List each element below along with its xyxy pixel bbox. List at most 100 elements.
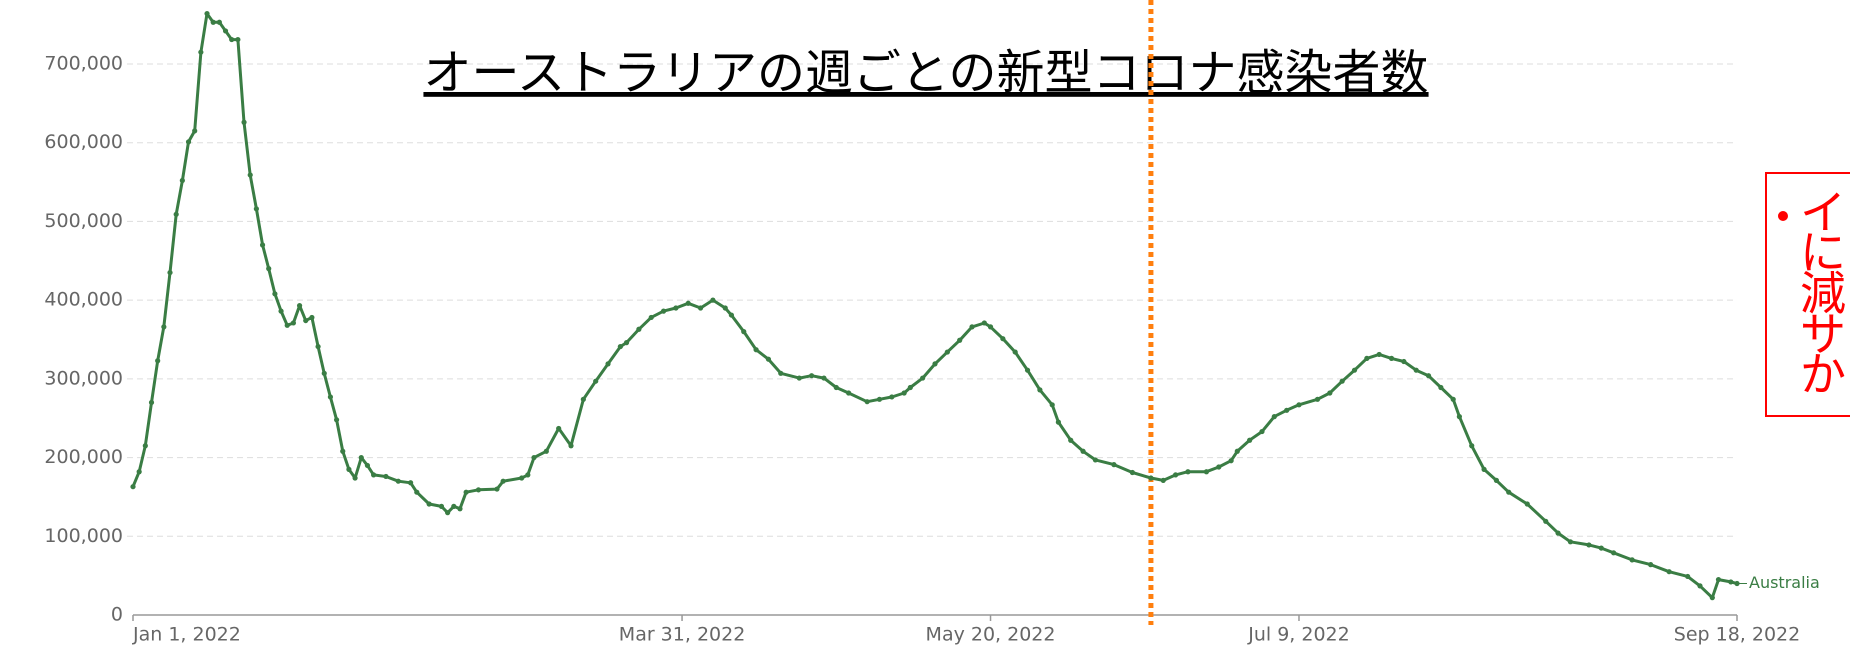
data-point xyxy=(1648,562,1654,568)
data-point xyxy=(809,373,815,379)
data-point xyxy=(445,510,451,516)
data-point xyxy=(1129,469,1136,476)
data-point xyxy=(556,425,562,432)
data-point xyxy=(821,375,827,381)
data-point xyxy=(697,305,704,311)
data-point xyxy=(907,384,913,391)
data-point xyxy=(901,390,907,396)
y-tick-label: 100,000 xyxy=(44,525,123,547)
data-point xyxy=(1203,469,1210,475)
data-point xyxy=(876,396,883,402)
data-point xyxy=(1259,428,1265,435)
y-tick-label: 200,000 xyxy=(44,446,123,468)
data-point xyxy=(1567,539,1574,545)
data-point xyxy=(1049,402,1055,408)
note-text: 減 xyxy=(1800,267,1846,321)
data-point xyxy=(216,19,222,25)
data-point xyxy=(1247,437,1253,443)
data-point xyxy=(1314,396,1321,402)
data-point xyxy=(568,443,574,449)
data-point xyxy=(167,269,173,276)
data-point xyxy=(303,317,309,324)
data-point xyxy=(1709,595,1715,601)
data-point xyxy=(130,484,136,490)
data-point xyxy=(340,448,346,454)
chart-title: オーストラリアの週ごとの新型コロナ感染者数 xyxy=(423,45,1428,101)
data-point xyxy=(395,478,401,484)
data-point xyxy=(1055,419,1061,425)
data-point xyxy=(1000,336,1006,342)
data-point xyxy=(1173,472,1179,478)
data-point xyxy=(765,356,772,362)
data-point xyxy=(1037,387,1043,393)
data-point xyxy=(148,399,155,406)
data-point xyxy=(1234,448,1240,454)
data-point xyxy=(605,361,611,367)
data-point xyxy=(173,211,179,217)
data-point xyxy=(1555,530,1561,536)
data-point xyxy=(451,503,457,509)
note-text: に xyxy=(1800,226,1846,280)
data-point xyxy=(1327,390,1333,396)
data-point xyxy=(315,343,321,350)
data-point xyxy=(1271,414,1277,420)
data-point xyxy=(1216,464,1222,470)
note-text: イ xyxy=(1800,186,1846,240)
data-point xyxy=(1388,355,1395,361)
data-point xyxy=(1728,579,1734,585)
data-point xyxy=(426,501,432,507)
data-point xyxy=(969,324,975,330)
data-point xyxy=(648,314,654,321)
data-point xyxy=(235,36,241,43)
data-point xyxy=(833,384,839,391)
y-tick-label: 700,000 xyxy=(44,52,123,74)
y-tick-label: 500,000 xyxy=(44,210,123,232)
x-tick-label: May 20, 2022 xyxy=(926,624,1056,646)
data-point xyxy=(580,396,586,402)
data-point xyxy=(500,478,506,484)
data-point xyxy=(1092,457,1098,463)
data-point xyxy=(1080,448,1086,454)
data-point xyxy=(210,19,216,25)
data-point xyxy=(1715,576,1722,583)
data-point xyxy=(272,291,278,297)
data-point xyxy=(1185,469,1191,475)
data-point xyxy=(728,312,735,318)
data-point xyxy=(142,443,148,449)
data-point xyxy=(371,472,377,478)
series-label: Australia xyxy=(1749,573,1820,592)
data-point xyxy=(1524,501,1530,507)
data-point xyxy=(185,139,192,145)
data-point xyxy=(1296,402,1302,408)
y-tick-label: 600,000 xyxy=(44,131,123,153)
data-point xyxy=(1401,358,1407,365)
data-point xyxy=(1160,477,1166,483)
data-point xyxy=(944,349,950,355)
data-point xyxy=(463,489,469,495)
data-point xyxy=(259,242,266,248)
data-point xyxy=(198,49,204,55)
data-point xyxy=(1376,351,1382,358)
data-point xyxy=(1364,355,1370,361)
data-point xyxy=(1456,414,1462,420)
data-point xyxy=(284,322,290,328)
data-point xyxy=(1413,367,1419,373)
data-point xyxy=(222,28,229,34)
data-point xyxy=(920,375,926,381)
data-point xyxy=(531,454,537,461)
data-point xyxy=(321,370,327,376)
x-tick-label: Jan 1, 2022 xyxy=(132,624,241,646)
data-point xyxy=(1493,477,1499,483)
data-point xyxy=(846,390,852,396)
data-point xyxy=(593,378,599,384)
data-point xyxy=(358,454,364,461)
data-point xyxy=(1666,569,1672,575)
data-point xyxy=(1543,518,1549,524)
data-point xyxy=(333,417,340,423)
data-point xyxy=(741,329,747,335)
data-point xyxy=(1339,378,1345,384)
data-point xyxy=(327,394,334,400)
data-point xyxy=(383,473,389,480)
